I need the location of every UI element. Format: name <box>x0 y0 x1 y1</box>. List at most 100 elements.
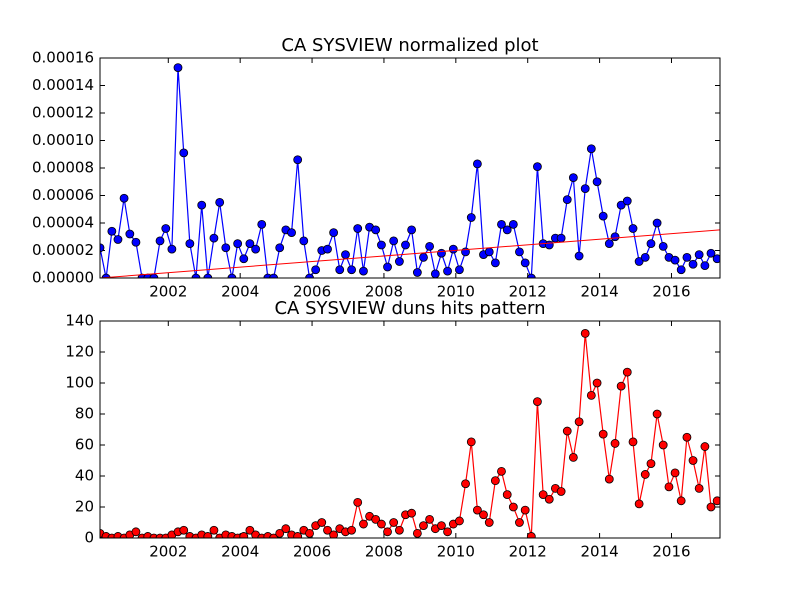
data-point <box>688 259 698 269</box>
data-point <box>412 268 422 277</box>
data-point <box>640 252 650 262</box>
data-point <box>335 265 345 275</box>
data-point <box>407 225 417 235</box>
data-point <box>239 254 249 264</box>
data-point <box>419 252 428 262</box>
data-point <box>556 233 566 243</box>
data-point <box>502 225 512 235</box>
data-point <box>251 244 261 254</box>
data-point <box>305 528 314 538</box>
y-tick-label: 0.00012 <box>32 104 94 122</box>
data-point <box>670 468 680 478</box>
x-tick-label: 2006 <box>293 283 331 301</box>
data-point <box>598 211 608 221</box>
data-point <box>640 470 650 479</box>
data-point <box>515 247 524 257</box>
data-point <box>293 155 303 165</box>
y-tick-label: 40 <box>75 467 94 485</box>
x-tick-label: 2010 <box>437 543 475 561</box>
data-point <box>694 483 704 493</box>
data-point <box>412 528 422 538</box>
data-point <box>203 532 213 538</box>
data-point <box>688 456 698 465</box>
data-point <box>100 243 105 253</box>
y-tick-label: 0.00010 <box>32 131 94 149</box>
data-point <box>389 236 399 246</box>
data-point <box>257 219 267 229</box>
data-point <box>484 247 494 257</box>
data-point <box>562 195 572 205</box>
data-point <box>455 265 464 275</box>
data-point <box>544 494 554 504</box>
data-point <box>119 193 129 203</box>
data-point <box>341 250 350 260</box>
data-point <box>377 519 386 529</box>
data-point <box>311 265 321 275</box>
data-point <box>490 258 500 268</box>
data-point <box>706 502 716 512</box>
data-point <box>664 482 674 492</box>
data-point <box>508 219 518 229</box>
data-point <box>227 273 237 278</box>
data-point <box>610 439 620 448</box>
data-point <box>628 437 638 447</box>
data-point <box>209 525 219 535</box>
data-point <box>323 525 332 535</box>
data-point <box>479 510 488 520</box>
data-point <box>538 490 548 500</box>
data-point <box>287 228 296 238</box>
data-point <box>125 229 135 239</box>
data-point <box>676 496 686 506</box>
x-tick-label: 2014 <box>581 283 619 301</box>
data-point <box>233 239 243 249</box>
data-point <box>472 159 482 169</box>
data-point <box>676 265 686 275</box>
data-point <box>377 240 386 250</box>
data-point <box>562 426 572 436</box>
data-point <box>329 530 339 538</box>
data-point <box>466 437 476 447</box>
data-point <box>670 255 680 265</box>
data-point <box>323 244 332 254</box>
data-point <box>317 518 327 527</box>
data-point <box>610 232 620 242</box>
data-point <box>604 474 614 484</box>
data-point <box>604 239 614 249</box>
data-point <box>353 497 363 507</box>
data-point <box>239 532 249 538</box>
data-point <box>131 527 141 537</box>
y-tick-label: 0.00002 <box>32 241 94 259</box>
data-point <box>520 505 530 515</box>
axes-frame <box>99 320 721 539</box>
data-point <box>425 241 434 251</box>
data-point <box>544 240 554 250</box>
data-point <box>628 224 638 233</box>
data-point <box>533 397 542 407</box>
data-point <box>437 521 446 530</box>
data-point <box>275 528 285 538</box>
x-tick-label: 2008 <box>365 543 403 561</box>
data-point <box>179 148 189 158</box>
y-tick-label: 140 <box>65 312 94 330</box>
data-point <box>161 224 171 233</box>
chart-title: CA SYSVIEW duns hits pattern <box>274 298 545 319</box>
data-point <box>466 213 476 222</box>
y-tick-label: 120 <box>65 343 94 361</box>
x-tick-label: 2014 <box>581 543 619 561</box>
data-point <box>209 233 219 243</box>
data-point <box>359 519 368 529</box>
x-tick-label: 2002 <box>149 283 187 301</box>
data-point <box>622 367 632 377</box>
data-point <box>281 524 291 534</box>
data-point <box>586 390 596 400</box>
data-point <box>455 516 464 526</box>
y-tick-label: 0.00006 <box>32 186 94 204</box>
x-tick-label: 2004 <box>221 283 259 301</box>
data-point <box>646 239 656 249</box>
data-point <box>131 237 141 247</box>
x-tick-label: 2008 <box>365 283 403 301</box>
data-point <box>173 63 183 73</box>
data-point <box>497 219 506 229</box>
data-point <box>437 248 446 258</box>
data-point <box>616 381 626 391</box>
